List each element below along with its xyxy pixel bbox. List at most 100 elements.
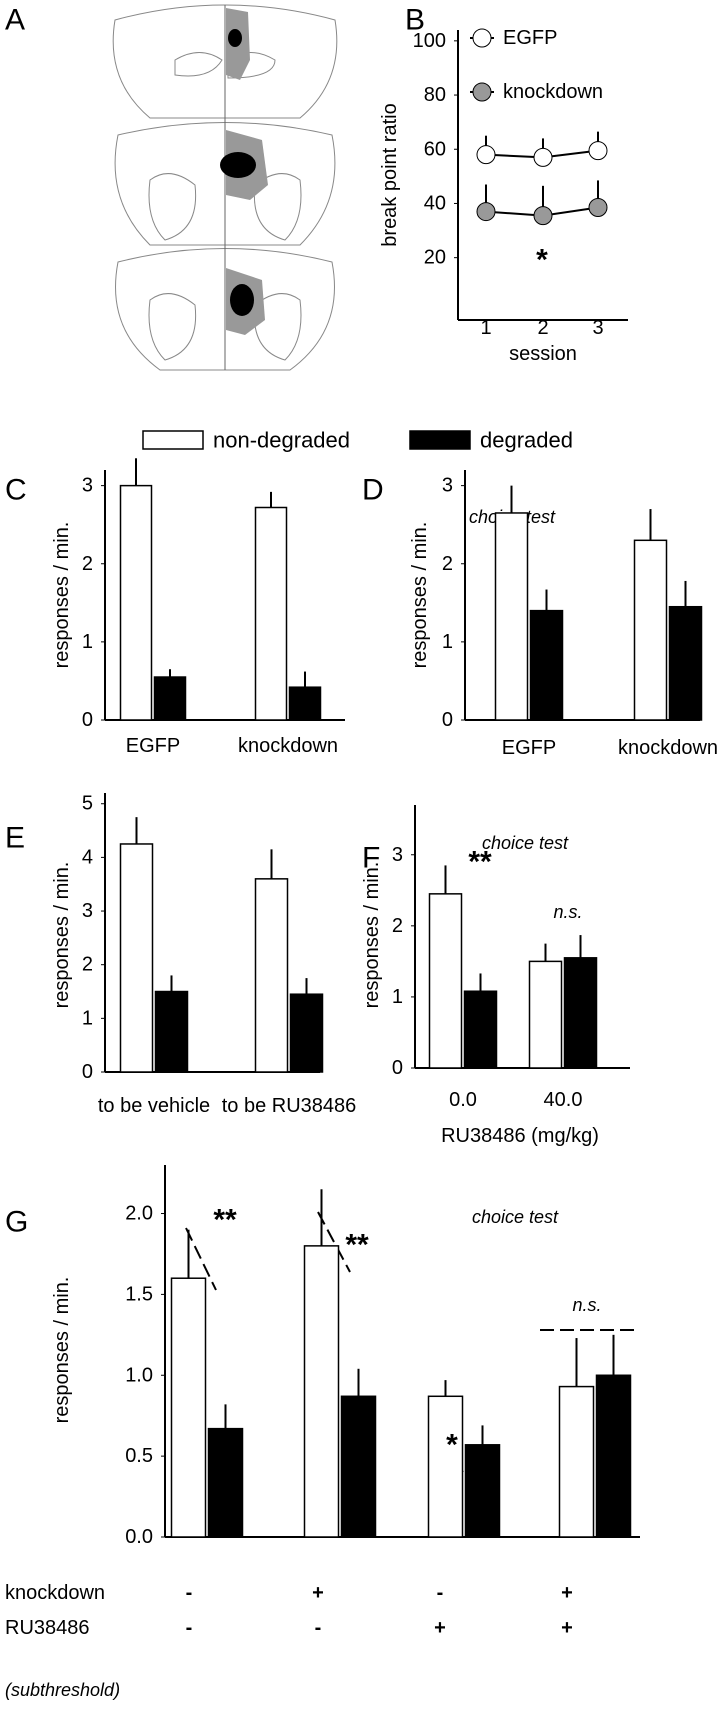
bar <box>340 1395 377 1538</box>
y-axis-label: responses / min. <box>51 1277 73 1424</box>
panel-letter: F <box>362 842 380 875</box>
legend-swatch <box>142 430 204 450</box>
y-tick-label: 0.0 <box>125 1526 153 1548</box>
y-tick-label: 3 <box>392 844 403 866</box>
y-tick-label: 5 <box>82 793 93 815</box>
bar <box>595 1374 632 1538</box>
bar <box>668 605 703 721</box>
bar <box>633 539 668 721</box>
lesion-areas <box>220 8 268 335</box>
panel-letter: D <box>362 474 384 507</box>
y-tick-label: 20 <box>424 247 446 269</box>
bar <box>154 990 189 1073</box>
x-axis-label: session <box>509 343 577 365</box>
condition-mark: - <box>437 1582 444 1604</box>
y-tick-label: 0 <box>82 709 93 731</box>
condition-label: RU38486 <box>5 1617 90 1639</box>
x-tick-label: to be RU38486 <box>222 1095 357 1117</box>
bar <box>153 676 187 721</box>
bar <box>528 960 563 1069</box>
y-tick-label: 3 <box>82 900 93 922</box>
annotation: n.s. <box>572 1295 601 1315</box>
chart-title: choice test <box>472 1207 559 1227</box>
y-tick-label: 3 <box>442 475 453 497</box>
y-tick-label: 2 <box>392 915 403 937</box>
y-tick-label: 60 <box>424 138 446 160</box>
condition-label: knockdown <box>5 1582 105 1604</box>
x-tick-label: knockdown <box>238 735 338 757</box>
annotation: ** <box>468 846 492 879</box>
y-axis-label: break point ratio <box>379 103 401 246</box>
y-axis-label: responses / min. <box>361 862 383 1009</box>
legend-label: EGFP <box>503 27 557 49</box>
bar <box>119 484 153 721</box>
y-tick-label: 1 <box>82 1007 93 1029</box>
y-axis-label: responses / min. <box>409 522 431 669</box>
condition-note: (subthreshold) <box>5 1680 120 1700</box>
bar <box>464 1444 501 1538</box>
annotation: n.s. <box>553 902 582 922</box>
panel-letter: A <box>5 4 25 37</box>
point <box>588 141 608 161</box>
brain-sections <box>112 4 338 371</box>
y-tick-label: 1 <box>392 986 403 1008</box>
annotation: ** <box>345 1229 369 1262</box>
bar <box>563 957 598 1069</box>
legend-label: degraded <box>480 428 573 453</box>
bar <box>463 990 498 1069</box>
x-tick-label: 2 <box>537 317 548 339</box>
x-tick-label: knockdown <box>618 737 718 759</box>
y-tick-label: 2 <box>82 954 93 976</box>
x-tick-label: 1 <box>480 317 491 339</box>
annotation: * <box>536 244 548 277</box>
legend-label: knockdown <box>503 81 603 103</box>
bar <box>494 512 529 721</box>
y-axis-label: responses / min. <box>51 862 73 1009</box>
bar <box>170 1277 207 1538</box>
annotation: * <box>446 1429 458 1462</box>
y-tick-label: 1 <box>442 631 453 653</box>
y-tick-label: 2 <box>442 553 453 575</box>
bar <box>428 893 463 1069</box>
bar <box>119 843 154 1073</box>
bar <box>207 1427 244 1538</box>
panel-letter: E <box>5 822 25 855</box>
bar <box>288 686 322 721</box>
y-tick-label: 0 <box>392 1057 403 1079</box>
y-tick-label: 2.0 <box>125 1203 153 1225</box>
panel-letter: C <box>5 474 27 507</box>
y-tick-label: 0 <box>82 1061 93 1083</box>
bar <box>254 878 289 1073</box>
condition-mark: - <box>186 1582 193 1604</box>
condition-mark: + <box>434 1617 446 1639</box>
y-tick-label: 1.0 <box>125 1364 153 1386</box>
y-tick-label: 0.5 <box>125 1445 153 1467</box>
panel-letter: G <box>5 1206 28 1239</box>
legend-label: non-degraded <box>213 428 350 453</box>
point <box>533 206 553 226</box>
y-tick-label: 80 <box>424 84 446 106</box>
x-axis-label: RU38486 (mg/kg) <box>441 1125 599 1147</box>
x-tick-label: 3 <box>592 317 603 339</box>
legend-swatch <box>409 430 471 450</box>
x-tick-label: 0.0 <box>449 1089 477 1111</box>
y-axis-label: responses / min. <box>51 522 73 669</box>
bar <box>254 506 288 721</box>
legend-marker <box>472 82 492 102</box>
condition-mark: + <box>561 1582 573 1604</box>
condition-mark: + <box>312 1582 324 1604</box>
condition-mark: - <box>315 1617 322 1639</box>
bar <box>558 1385 595 1538</box>
x-tick-label: EGFP <box>126 735 180 757</box>
point <box>533 147 553 167</box>
y-tick-label: 3 <box>82 475 93 497</box>
point <box>476 202 496 222</box>
bar <box>427 1395 464 1538</box>
y-tick-label: 4 <box>82 846 93 868</box>
legend-marker <box>472 28 492 48</box>
bar <box>289 993 324 1073</box>
y-tick-label: 40 <box>424 192 446 214</box>
y-tick-label: 100 <box>413 30 446 52</box>
y-tick-label: 2 <box>82 553 93 575</box>
